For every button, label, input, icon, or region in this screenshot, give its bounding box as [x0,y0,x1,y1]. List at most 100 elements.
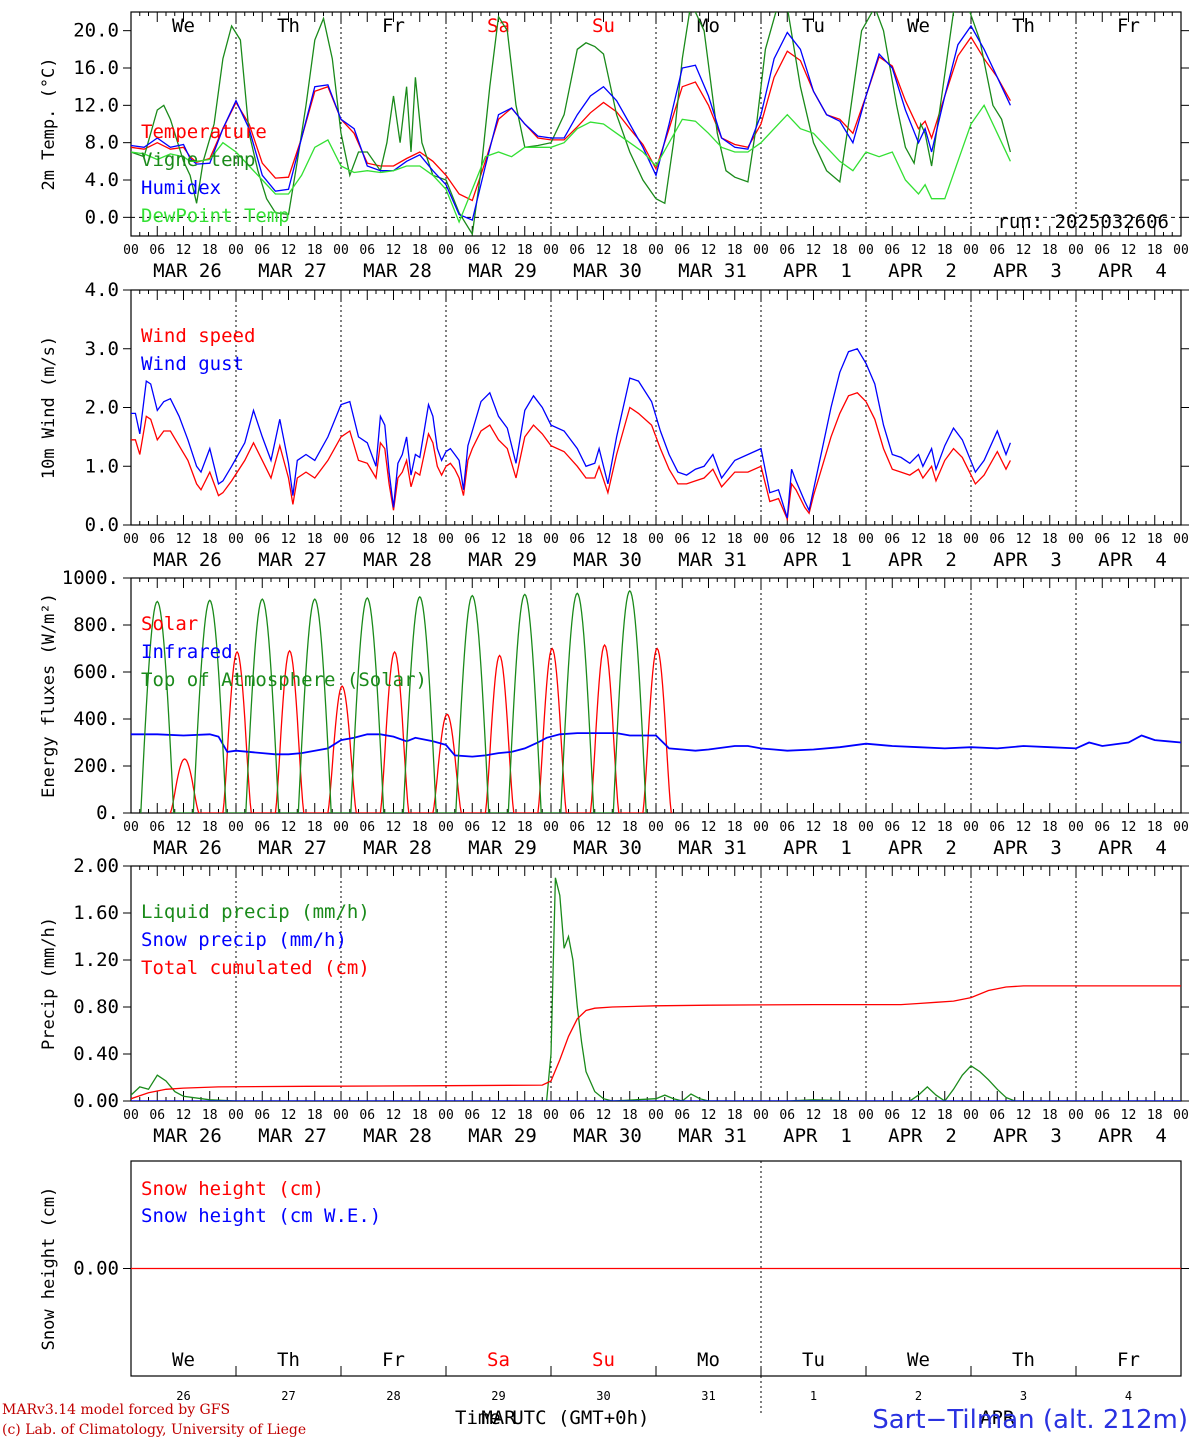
x-hour-label: 06 [569,820,585,835]
x-hour-label: 18 [517,820,533,835]
x-date-label: MAR 30 [573,549,642,571]
run-annotation: run: 2025032606 [997,211,1169,233]
y-tick-label: 4.0 [85,279,119,301]
x-hour-label: 18 [1147,820,1163,835]
x-hour-label: 00 [1173,1108,1189,1123]
x-hour-label: 06 [1094,532,1110,547]
x-hour-label: 12 [596,820,612,835]
series-line-3 [140,589,647,813]
x-hour-label: 12 [806,532,822,547]
y-tick-label: 2.00 [73,855,119,877]
day-number-label: 29 [491,1389,505,1403]
x-date-label: MAR 26 [153,837,222,859]
series-line-4 [131,104,1011,224]
day-number-label: 3 [1020,1389,1027,1403]
x-hour-label: 00 [648,243,664,258]
day-of-week-label: Mo [697,15,720,37]
day-of-week-label: Tu [802,1349,825,1371]
x-hour-label: 18 [412,243,428,258]
day-of-week-label: Th [1012,15,1035,37]
x-hour-label: 06 [569,1108,585,1123]
x-date-label: APR 1 [783,260,852,282]
y-tick-label: 600. [73,661,119,683]
x-hour-label: 06 [674,243,690,258]
x-hour-label: 18 [202,1108,218,1123]
x-hour-label: 12 [386,243,402,258]
x-date-label: APR 1 [783,1125,852,1147]
x-hour-label: 06 [884,532,900,547]
x-hour-label: 12 [491,820,507,835]
x-hour-label: 06 [989,243,1005,258]
x-hour-label: 00 [963,243,979,258]
day-of-week-label: Tu [802,15,825,37]
day-number-label: 4 [1125,1389,1132,1403]
x-hour-label: 00 [543,243,559,258]
x-hour-label: 06 [569,243,585,258]
x-hour-label: 00 [1068,532,1084,547]
x-hour-label: 18 [1042,1108,1058,1123]
x-hour-label: 06 [779,243,795,258]
day-number-label: 28 [386,1389,400,1403]
x-hour-label: 18 [202,243,218,258]
x-hour-label: 00 [123,820,139,835]
x-hour-label: 06 [1094,820,1110,835]
day-of-week-label: Th [277,1349,300,1371]
y-tick-label: 0.00 [73,1090,119,1112]
x-hour-label: 18 [307,1108,323,1123]
x-hour-label: 00 [543,1108,559,1123]
x-hour-label: 00 [228,1108,244,1123]
x-hour-label: 06 [989,1108,1005,1123]
x-hour-label: 06 [464,1108,480,1123]
day-of-week-label: Fr [382,15,405,37]
x-date-label: APR 1 [783,549,852,571]
x-hour-label: 06 [569,532,585,547]
y-tick-label: 0.00 [73,1258,119,1280]
y-tick-label: 200. [73,755,119,777]
x-date-label: MAR 26 [153,260,222,282]
x-hour-label: 00 [543,820,559,835]
legend-entry: Snow height (cm W.E.) [141,1205,381,1227]
x-hour-label: 00 [1173,532,1189,547]
x-hour-label: 12 [911,532,927,547]
x-hour-label: 18 [727,243,743,258]
x-hour-label: 06 [674,532,690,547]
x-hour-label: 18 [517,243,533,258]
x-hour-label: 00 [963,820,979,835]
x-hour-label: 12 [281,243,297,258]
day-number-label: 2 [915,1389,922,1403]
x-hour-label: 18 [307,820,323,835]
series-line-3 [131,24,1011,221]
panel-4: 0.00 0.40 0.80 1.20 1.60 2.00 Precip (mm/h) 00 0… [39,855,1189,1147]
x-hour-label: 00 [543,532,559,547]
x-hour-label: 00 [963,532,979,547]
x-hour-label: 12 [701,243,717,258]
x-hour-label: 12 [806,820,822,835]
panel-1: 0.0 4.0 8.0 12.0 16.0 20.0 2m Temp. (°C) 00 06 12… [39,11,1189,282]
x-date-label: APR 3 [993,549,1062,571]
y-tick-label: 0. [96,802,119,824]
day-of-week-label: We [172,15,195,37]
x-hour-label: 18 [1042,820,1058,835]
y-tick-label: 0.80 [73,996,119,1018]
x-hour-label: 12 [1016,820,1032,835]
x-date-label: MAR 27 [258,1125,327,1147]
series-line-1 [131,392,1011,522]
x-hour-label: 06 [779,1108,795,1123]
x-hour-label: 12 [386,532,402,547]
y-tick-label: 0.40 [73,1043,119,1065]
x-hour-label: 00 [228,243,244,258]
x-date-label: APR 2 [888,549,957,571]
x-hour-label: 06 [254,532,270,547]
x-hour-label: 12 [1121,1108,1137,1123]
x-hour-label: 12 [281,820,297,835]
x-date-label: MAR 29 [468,549,537,571]
day-number-label: 27 [281,1389,295,1403]
x-date-label: MAR 29 [468,837,537,859]
day-of-week-label: Th [277,15,300,37]
x-hour-label: 12 [596,243,612,258]
x-hour-label: 06 [884,820,900,835]
x-hour-label: 00 [753,532,769,547]
x-date-label: MAR 27 [258,260,327,282]
day-of-week-label: We [172,1349,195,1371]
legend-entry: Infrared [141,641,233,663]
